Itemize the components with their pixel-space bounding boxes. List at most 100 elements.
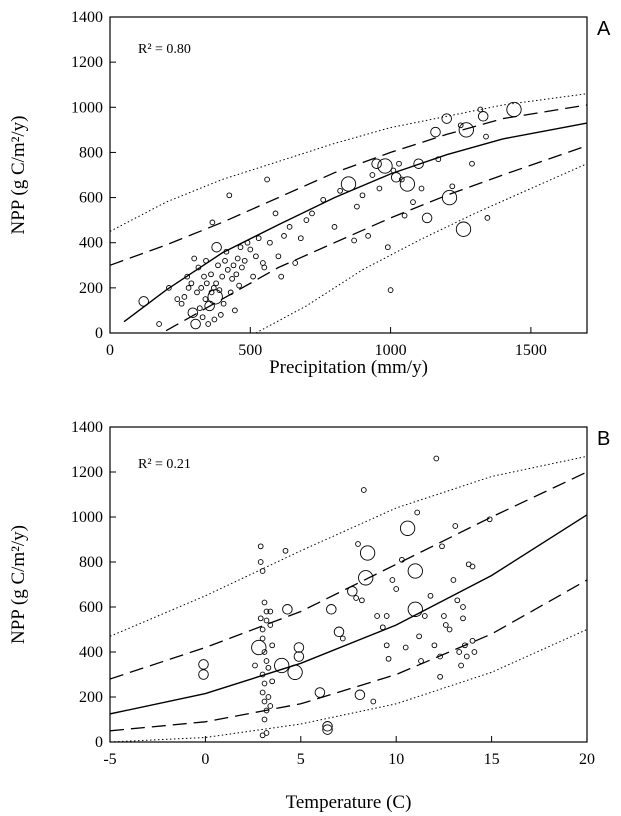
data-point: [174, 296, 181, 302]
data-point: [195, 264, 202, 271]
data-point: [267, 622, 274, 628]
data-point: [253, 253, 259, 260]
panel-a: 0 500 1000 1500 0 200 400 600 800 1000 1200 1400 R² …: [8, 9, 611, 378]
data-point: [233, 271, 240, 278]
data-point: [359, 597, 365, 604]
data-point: [337, 187, 343, 194]
data-point: [257, 615, 264, 622]
data-point: [471, 649, 478, 655]
y-tick-label: 600: [79, 190, 103, 207]
data-point: [383, 613, 390, 619]
y-tick-label: 800: [79, 554, 103, 571]
y-tick-label: 0: [95, 325, 103, 342]
data-point: [351, 237, 357, 244]
data-point: [421, 613, 428, 619]
x-tick-label: 1000: [375, 342, 407, 359]
data-point: [269, 678, 276, 685]
data-point: [339, 635, 346, 642]
y-tick-label: 1400: [71, 419, 103, 436]
data-point: [281, 233, 287, 239]
data-point: [226, 192, 233, 199]
data-point: [413, 158, 424, 169]
data-point: [185, 285, 192, 291]
x-axis-title: Precipitation (mm/y): [269, 357, 428, 378]
data-point: [454, 597, 461, 604]
data-point: [198, 669, 209, 680]
y-tick-label: 1200: [71, 464, 103, 481]
data-point: [483, 133, 489, 140]
x-tick-label: 500: [238, 342, 262, 359]
data-point: [449, 183, 456, 190]
data-point: [251, 639, 267, 656]
data-point: [401, 212, 408, 219]
y-tick-label: 800: [79, 144, 103, 161]
data-point: [272, 210, 279, 217]
data-point: [250, 273, 256, 280]
x-tick-label: 5: [297, 751, 305, 768]
data-point: [371, 158, 382, 169]
data-point: [431, 642, 438, 649]
data-point: [188, 280, 195, 287]
data-point: [353, 595, 359, 601]
data-point: [261, 680, 268, 687]
r-squared-label: R² = 0.80: [138, 42, 191, 57]
y-tick-label: 200: [79, 280, 103, 297]
prediction-interval-lower: [110, 629, 587, 742]
data-point: [437, 653, 443, 660]
x-tick-label: 15: [484, 751, 500, 768]
data-point: [178, 300, 185, 307]
data-point: [259, 626, 266, 633]
data-point: [399, 556, 405, 563]
data-point: [354, 203, 360, 210]
data-point: [264, 176, 270, 183]
x-tick-label: 0: [106, 342, 114, 359]
data-point: [274, 657, 290, 674]
regression-line: [123, 122, 587, 323]
data-point: [457, 122, 464, 129]
data-point: [365, 233, 371, 239]
data-point: [355, 541, 361, 547]
data-point: [252, 662, 258, 669]
data-point: [166, 285, 172, 291]
data-point: [237, 244, 244, 251]
data-point: [267, 608, 274, 615]
data-point: [282, 604, 293, 615]
data-point: [322, 721, 333, 732]
data-point: [230, 262, 237, 269]
data-point: [456, 649, 463, 655]
data-point: [418, 185, 425, 192]
y-tick-label: 1000: [71, 99, 103, 116]
data-point: [370, 698, 377, 705]
data-point: [213, 280, 219, 287]
data-point: [287, 664, 303, 680]
data-point: [196, 305, 203, 312]
data-point: [194, 289, 200, 296]
data-point: [293, 651, 305, 662]
data-point: [275, 253, 282, 260]
data-point: [377, 158, 393, 174]
data-point: [293, 642, 305, 653]
data-point: [224, 266, 231, 273]
data-point: [379, 624, 386, 631]
data-point: [347, 586, 358, 597]
data-point: [220, 300, 227, 307]
data-point: [255, 235, 262, 242]
data-point: [340, 176, 357, 192]
data-point: [416, 633, 422, 640]
data-point: [198, 285, 205, 291]
data-point: [439, 543, 445, 550]
data-point: [376, 185, 383, 192]
y-tick-label: 200: [79, 689, 103, 706]
data-point: [402, 644, 409, 651]
data-point: [219, 273, 226, 280]
data-point: [211, 241, 222, 253]
y-tick-label: 0: [95, 734, 103, 751]
panel-letter: B: [597, 428, 610, 450]
data-point: [320, 196, 327, 203]
data-point: [326, 604, 337, 615]
y-tick-label: 1200: [71, 54, 103, 71]
data-point: [210, 285, 217, 291]
data-point: [393, 586, 400, 592]
